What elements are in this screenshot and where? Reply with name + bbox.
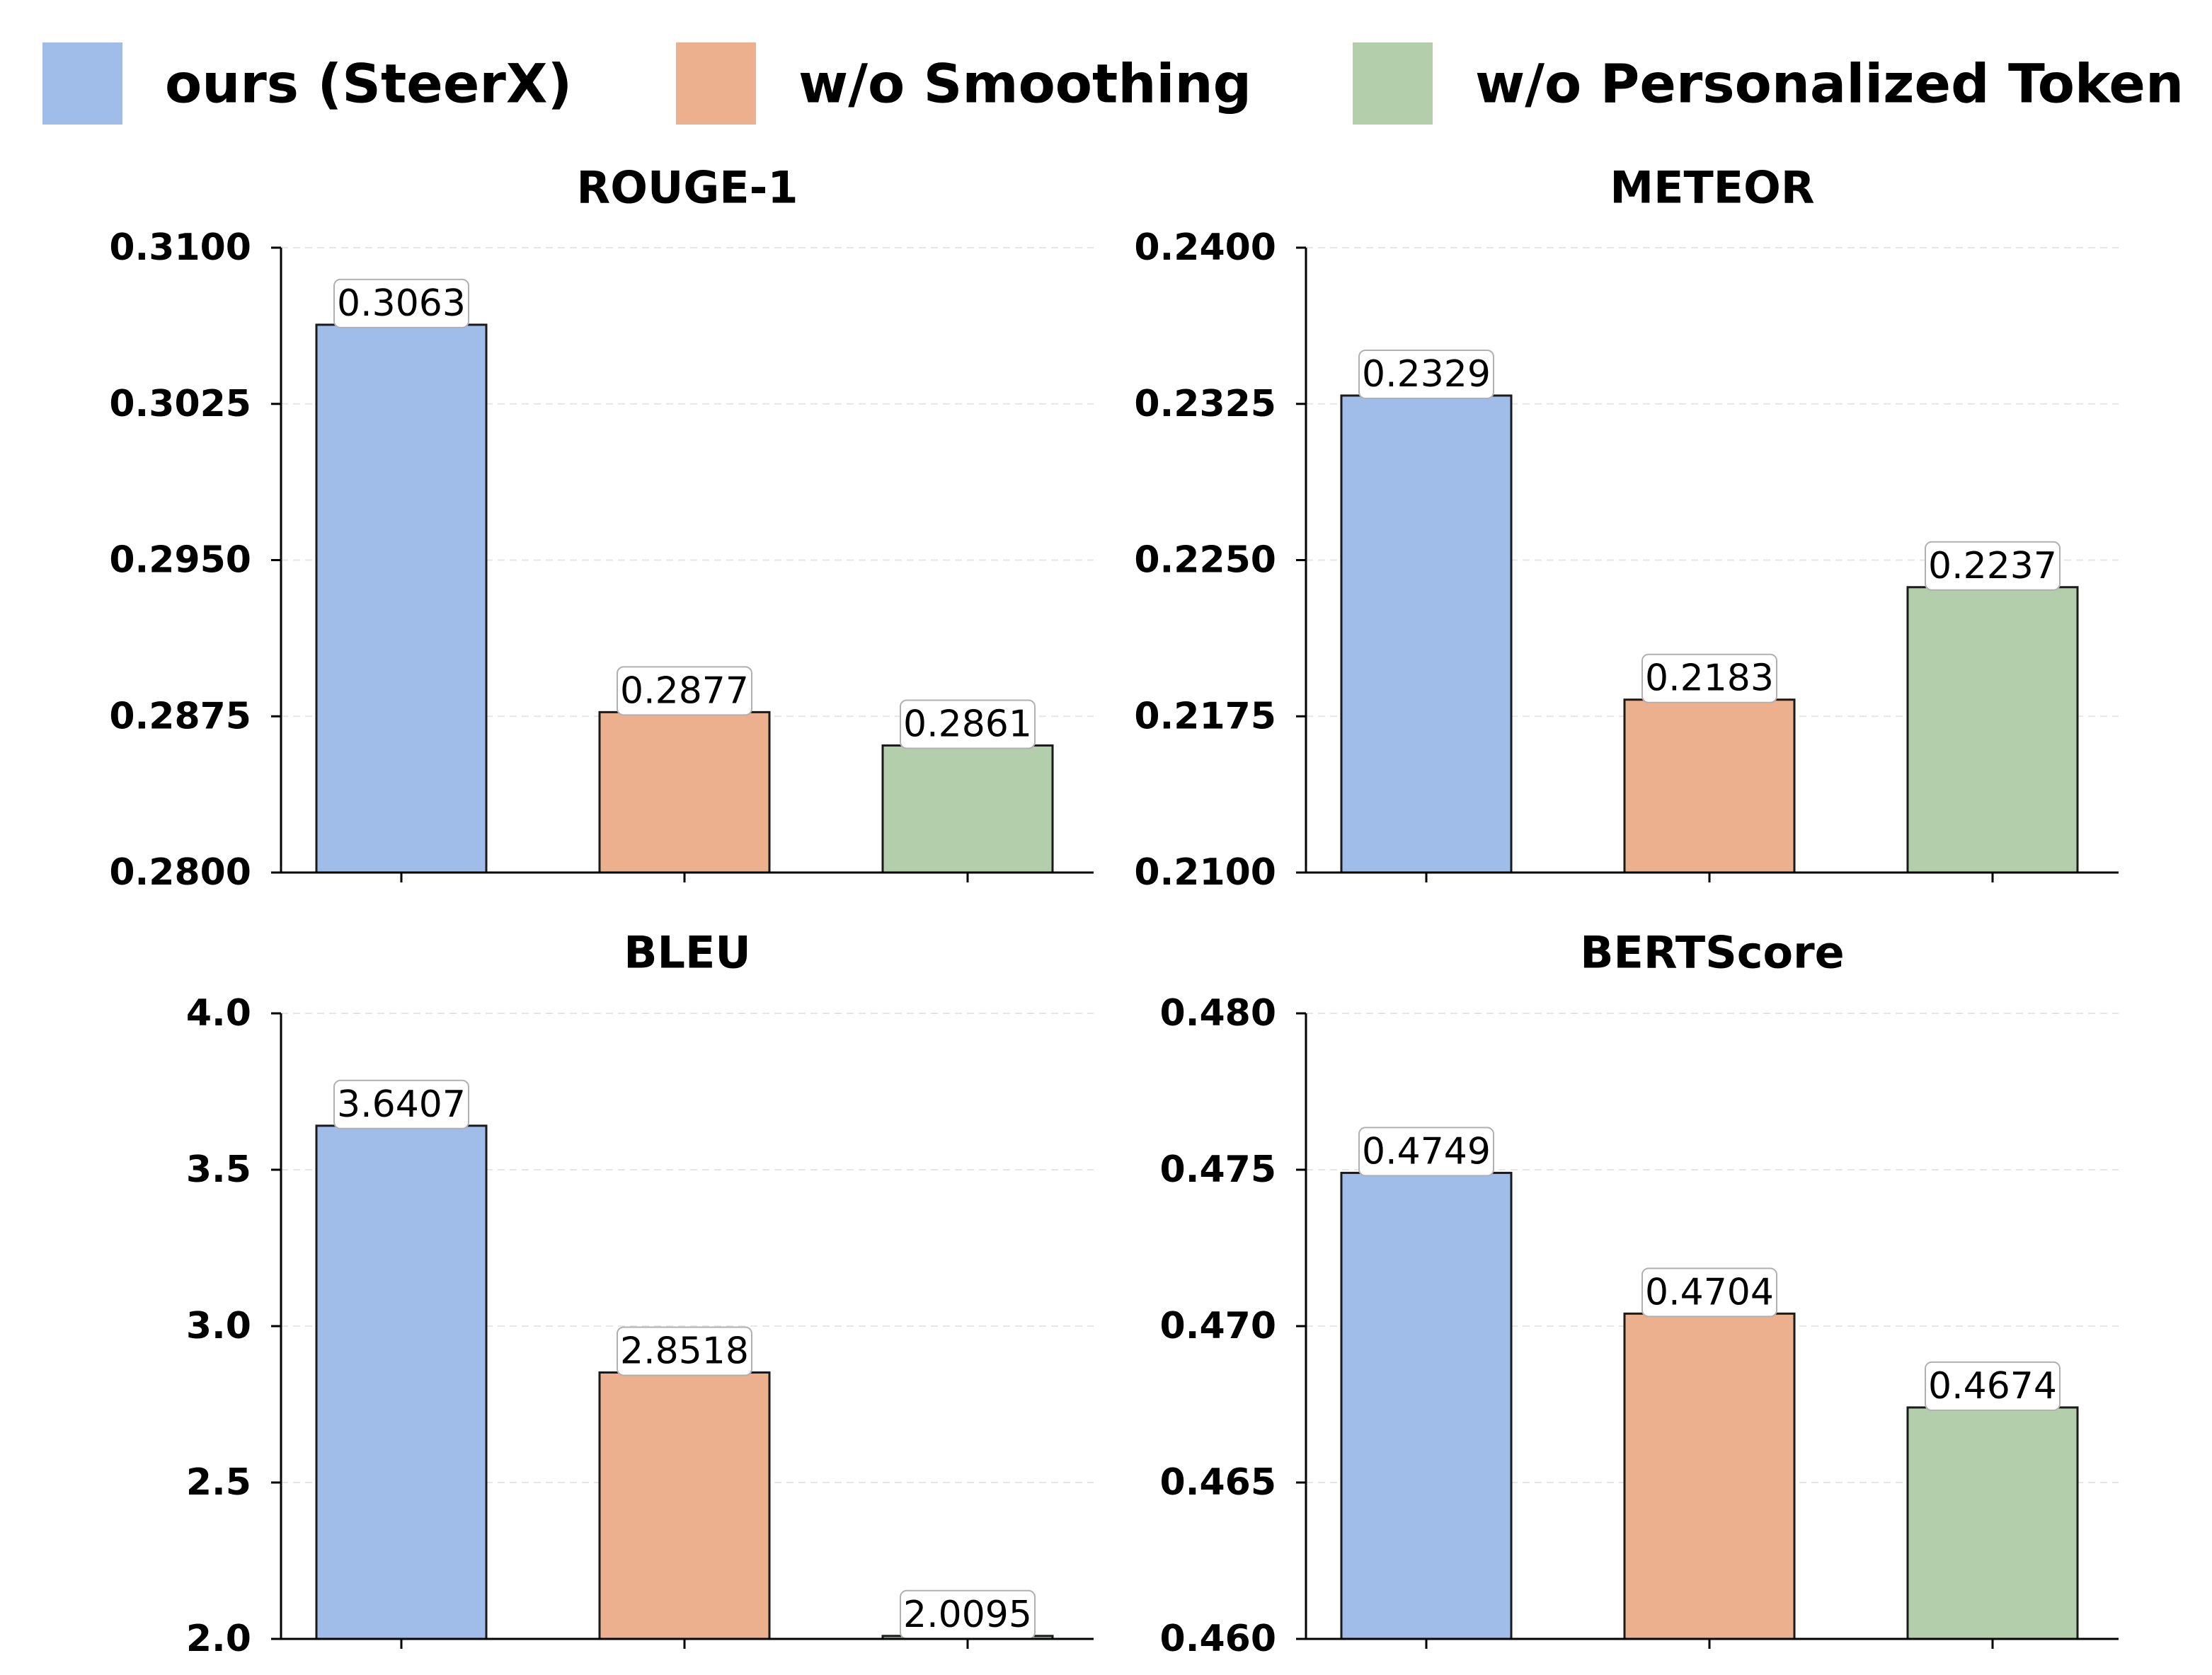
bleu-y-tick-label: 3.0 xyxy=(186,1305,251,1347)
meteor-bar-wo-personalized-token xyxy=(1906,586,2079,874)
panel-rouge-1: ROUGE-1 0.2800 0.2875 0.2950 0.3025 0.3100 0.3… xyxy=(109,162,1094,894)
bertscore-bar-ours xyxy=(1340,1171,1513,1640)
bertscore-y-tick-label: 0.475 xyxy=(1160,1149,1276,1191)
meteor-value-label-wo-personalized-token: 0.2237 xyxy=(1928,545,2057,587)
bertscore-bar-wo-personalized-token xyxy=(1906,1406,2079,1640)
legend: ours (SteerX) w/o Smoothing w/o Personal… xyxy=(42,42,2184,125)
legend-swatch-wo-personalized-token xyxy=(1353,42,1433,125)
bertscore-value-label-box-wo-personalized-token xyxy=(1925,1361,2061,1411)
bertscore-y-tick-label: 0.470 xyxy=(1160,1305,1276,1347)
meteor-y-tick-label: 0.2400 xyxy=(1134,226,1276,269)
bertscore-value-label-box-ours xyxy=(1358,1127,1494,1177)
bertscore-value-label-wo-smoothing: 0.4704 xyxy=(1645,1271,1774,1313)
bertscore-value-label-box-wo-smoothing xyxy=(1641,1267,1777,1318)
legend-swatch-ours xyxy=(42,42,122,125)
rouge-1-value-label-wo-personalized-token: 0.2861 xyxy=(903,703,1032,745)
bleu-y-tick-label: 2.0 xyxy=(186,1618,251,1660)
meteor-value-label-wo-smoothing: 0.2183 xyxy=(1645,657,1774,700)
panel-meteor: METEOR 0.2100 0.2175 0.2250 0.2325 0.2400 0.23… xyxy=(1134,162,2119,894)
meteor-y-tick-label: 0.2175 xyxy=(1134,695,1276,737)
bleu-value-label-wo-personalized-token: 2.0095 xyxy=(903,1594,1032,1636)
rouge-1-title: ROUGE-1 xyxy=(577,162,798,214)
bleu-value-label-wo-smoothing: 2.8518 xyxy=(620,1330,749,1373)
meteor-value-label-box-wo-smoothing xyxy=(1641,653,1777,703)
rouge-1-y-tick-label: 0.3025 xyxy=(109,383,251,425)
bleu-value-label-box-ours xyxy=(333,1079,469,1129)
bertscore-y-tick-label: 0.465 xyxy=(1160,1461,1276,1504)
bleu-bar-wo-smoothing xyxy=(598,1371,771,1640)
rouge-1-bar-wo-personalized-token xyxy=(881,744,1054,874)
bertscore-y-tick-label: 0.460 xyxy=(1160,1618,1276,1660)
bertscore-value-label-ours: 0.4749 xyxy=(1362,1130,1491,1173)
rouge-1-bar-ours xyxy=(315,323,488,874)
meteor-value-label-box-ours xyxy=(1358,349,1494,399)
rouge-1-value-label-box-wo-personalized-token xyxy=(900,699,1036,749)
meteor-value-label-ours: 0.2329 xyxy=(1362,353,1491,396)
bleu-title: BLEU xyxy=(624,927,750,979)
bertscore-value-label-wo-personalized-token: 0.4674 xyxy=(1928,1365,2057,1408)
rouge-1-value-label-wo-smoothing: 0.2877 xyxy=(620,669,749,712)
bleu-bar-ours xyxy=(315,1124,488,1640)
meteor-y-tick-label: 0.2325 xyxy=(1134,383,1276,425)
meteor-bar-ours xyxy=(1340,394,1513,874)
legend-label-ours: ours (SteerX) xyxy=(165,52,572,115)
rouge-1-y-tick-label: 0.3100 xyxy=(109,226,251,269)
legend-label-wo-smoothing: w/o Smoothing xyxy=(798,52,1251,115)
bleu-y-tick-label: 3.5 xyxy=(186,1149,251,1191)
legend-swatch-wo-smoothing xyxy=(676,42,756,125)
bleu-y-tick-label: 2.5 xyxy=(186,1461,251,1504)
panel-bleu: BLEU 2.0 2.5 3.0 3.5 4.0 3.6407 2.8518 2.0095 xyxy=(186,927,1094,1660)
rouge-1-value-label-ours: 0.3063 xyxy=(337,282,466,325)
panel-bertscore: BERTScore 0.460 0.465 0.470 0.475 0.480 0.4749… xyxy=(1160,927,2119,1660)
rouge-1-value-label-box-wo-smoothing xyxy=(617,666,752,716)
bertscore-bar-wo-smoothing xyxy=(1623,1312,1796,1640)
bertscore-y-tick-label: 0.480 xyxy=(1160,992,1276,1035)
meteor-bar-wo-smoothing xyxy=(1623,698,1796,874)
bleu-value-label-ours: 3.6407 xyxy=(337,1083,466,1126)
rouge-1-y-tick-label: 0.2950 xyxy=(109,539,251,582)
bertscore-title: BERTScore xyxy=(1580,927,1844,979)
meteor-title: METEOR xyxy=(1610,162,1814,214)
rouge-1-y-tick-label: 0.2875 xyxy=(109,695,251,737)
legend-label-wo-personalized-token: w/o Personalized Token xyxy=(1475,52,2184,115)
meteor-y-tick-label: 0.2250 xyxy=(1134,539,1276,582)
bleu-value-label-box-wo-smoothing xyxy=(617,1326,752,1376)
meteor-y-tick-label: 0.2100 xyxy=(1134,851,1276,894)
rouge-1-bar-wo-smoothing xyxy=(598,710,771,874)
rouge-1-value-label-box-ours xyxy=(333,278,469,328)
bleu-y-tick-label: 4.0 xyxy=(186,992,251,1035)
rouge-1-y-tick-label: 0.2800 xyxy=(109,851,251,894)
meteor-value-label-box-wo-personalized-token xyxy=(1925,541,2061,591)
